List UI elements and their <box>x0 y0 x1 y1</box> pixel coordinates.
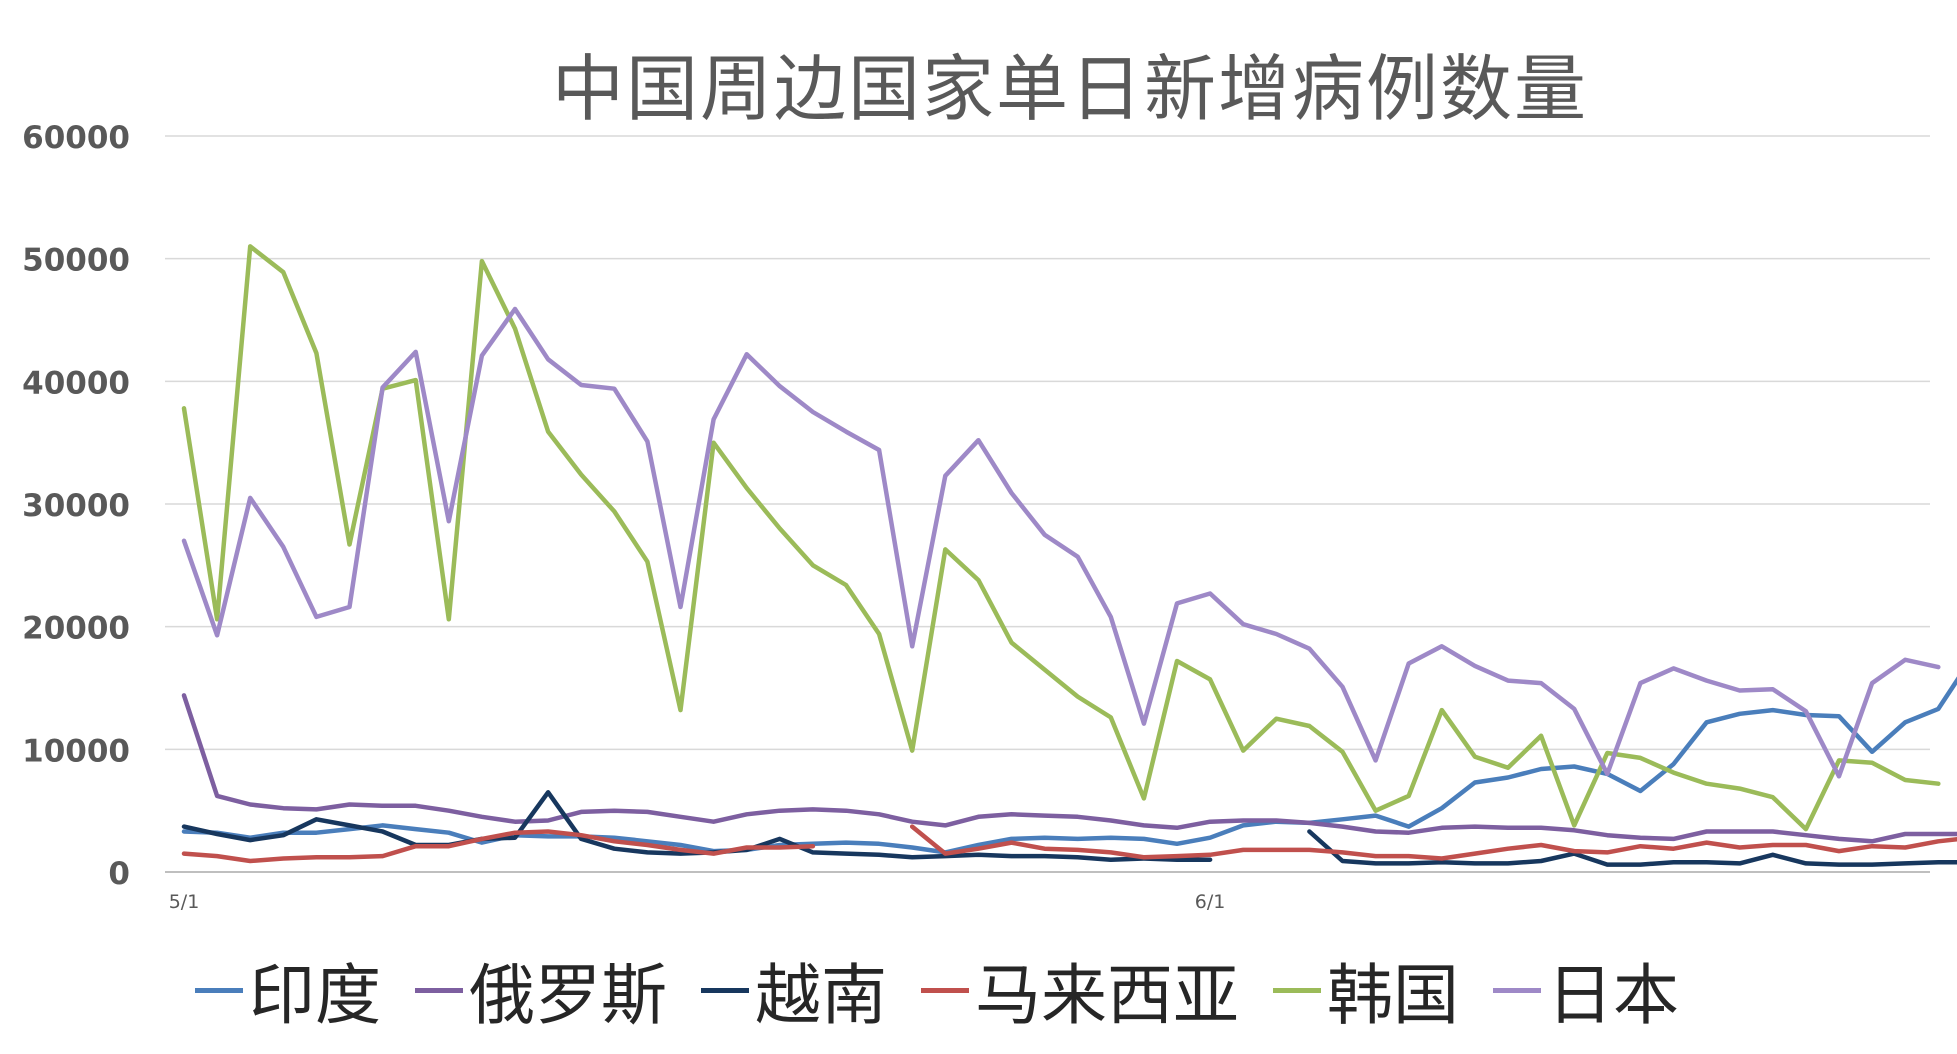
legend-label: 马来西亚 <box>975 957 1239 1034</box>
series-line <box>1307 829 1957 867</box>
x-tick-label: 6/1 <box>1195 891 1226 913</box>
y-tick-label: 30000 <box>22 488 130 524</box>
y-tick-label: 20000 <box>22 611 130 647</box>
series-lines <box>181 244 1957 867</box>
legend-swatch <box>1273 987 1321 993</box>
y-axis-tick-labels: 0 10000 20000 30000 40000 50000 60000 <box>22 120 130 892</box>
legend-label: 俄罗斯 <box>469 957 667 1034</box>
y-tick-label: 0 <box>108 856 130 892</box>
series-2 <box>181 790 1957 867</box>
series-3 <box>181 824 1957 864</box>
legend-label: 韩国 <box>1327 957 1459 1034</box>
line-chart: 0 10000 20000 30000 40000 50000 60000 5/1 6/1 <box>22 120 1957 913</box>
y-tick-label: 50000 <box>22 243 130 279</box>
legend-item: 印度 <box>195 942 381 1038</box>
legend-label: 印度 <box>249 957 381 1034</box>
series-1 <box>181 693 1957 844</box>
series-line <box>181 829 816 864</box>
legend-item: 日本 <box>1493 942 1679 1038</box>
legend-label: 越南 <box>755 957 887 1034</box>
chart-title: 中国周边国家单日新增病例数量 <box>551 47 1588 131</box>
legend-swatch <box>1493 987 1541 993</box>
series-line <box>181 693 1957 844</box>
legend-swatch <box>415 987 463 993</box>
legend-item: 马来西亚 <box>921 942 1239 1038</box>
legend-label: 日本 <box>1547 957 1679 1034</box>
series-0 <box>181 676 1957 855</box>
legend-item: 俄罗斯 <box>415 942 667 1038</box>
series-line <box>909 824 1957 861</box>
series-line <box>181 676 1957 855</box>
legend: 印度 俄罗斯 越南 马来西亚 韩国 日本 <box>195 950 1713 1034</box>
legend-swatch <box>701 987 749 993</box>
series-line <box>181 306 1941 779</box>
y-tick-label: 60000 <box>22 120 130 156</box>
y-tick-label: 10000 <box>22 733 130 769</box>
grid-lines <box>165 135 1930 873</box>
legend-item: 越南 <box>701 942 887 1038</box>
series-line <box>181 244 1941 832</box>
y-tick-label: 40000 <box>22 365 130 401</box>
legend-swatch <box>195 987 243 993</box>
legend-item: 韩国 <box>1273 942 1459 1038</box>
series-4 <box>181 244 1941 832</box>
series-5 <box>181 306 1941 779</box>
legend-swatch <box>921 987 969 993</box>
x-tick-label: 5/1 <box>169 891 200 913</box>
x-axis-tick-labels: 5/1 6/1 <box>169 891 1226 913</box>
